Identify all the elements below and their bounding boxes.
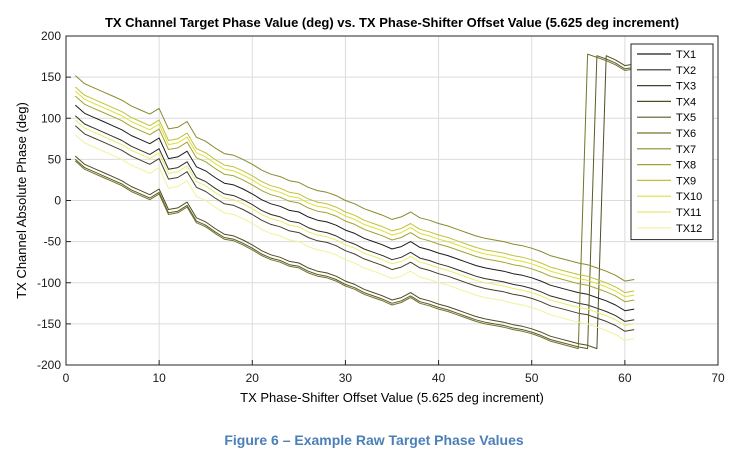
legend-entry: TX10	[676, 191, 702, 203]
series-line-tx11	[74, 119, 635, 326]
legend-entry: TX11	[676, 207, 701, 219]
legend-entry: TX8	[676, 160, 696, 172]
x-tick-label: 30	[339, 371, 353, 385]
plot-frame	[65, 35, 719, 366]
x-tick-label: 0	[63, 371, 70, 385]
legend-entry: TX9	[676, 175, 696, 187]
series-line-tx8	[74, 95, 635, 303]
legend: TX1 TX2 TX3 TX4 TX5 TX6 TX7 TX8 TX9 TX10 TX11 TX12	[630, 43, 714, 241]
series-line-tx6	[74, 53, 635, 350]
y-tick-label: 100	[41, 111, 61, 125]
legend-box	[630, 43, 714, 241]
x-tick-label: 10	[152, 371, 166, 385]
legend-entry: TX4	[676, 96, 696, 108]
legend-entry: TX5	[676, 112, 696, 124]
y-tick-label: 0	[54, 194, 61, 208]
y-axis-label: TX Channel Absolute Phase (deg)	[14, 102, 29, 299]
x-tick-label: 20	[246, 371, 260, 385]
x-tick-label: 60	[618, 371, 632, 385]
legend-entry: TX6	[676, 128, 696, 140]
legend-entry: TX2	[676, 65, 696, 77]
legend-entry: TX7	[676, 144, 696, 156]
series-line-tx2	[74, 115, 635, 322]
series-line-tx10	[74, 90, 635, 298]
chart-title: TX Channel Target Phase Value (deg) vs. …	[105, 15, 679, 30]
legend-entry: TX1	[676, 49, 696, 61]
series-line-tx3	[74, 125, 635, 332]
series-line-tx7	[74, 75, 635, 282]
y-tick-label: 150	[41, 70, 61, 84]
legend-entry: TX3	[676, 81, 696, 93]
x-tick-label: 50	[525, 371, 539, 385]
phase-chart-svg: 0 10 20 30 40 50 60 70 -200 -150 -100 -50 0 50 100 150 2…	[14, 15, 725, 405]
x-tick-label: 40	[432, 371, 446, 385]
series-line-tx12	[74, 134, 635, 341]
x-tick-label: 70	[711, 371, 725, 385]
y-tick-label: 200	[41, 29, 61, 43]
series-line-tx5	[74, 55, 635, 350]
y-tick-label: -100	[37, 276, 61, 290]
series-line-tx4	[74, 55, 635, 350]
y-tick-label: -50	[44, 235, 62, 249]
series-lines	[74, 53, 635, 350]
y-tick-label: -200	[37, 358, 61, 372]
tick-labels: 0 10 20 30 40 50 60 70 -200 -150 -100 -50 0 50 100 150 2…	[37, 29, 725, 385]
y-tick-label: -150	[37, 317, 61, 331]
x-axis-label: TX Phase-Shifter Offset Value (5.625 deg…	[240, 390, 544, 405]
series-line-tx9	[74, 86, 635, 294]
figure-caption: Figure 6 – Example Raw Target Phase Valu…	[224, 432, 524, 448]
series-line-tx1	[74, 104, 635, 312]
y-tick-label: 50	[48, 152, 62, 166]
legend-entry: TX12	[676, 223, 702, 235]
